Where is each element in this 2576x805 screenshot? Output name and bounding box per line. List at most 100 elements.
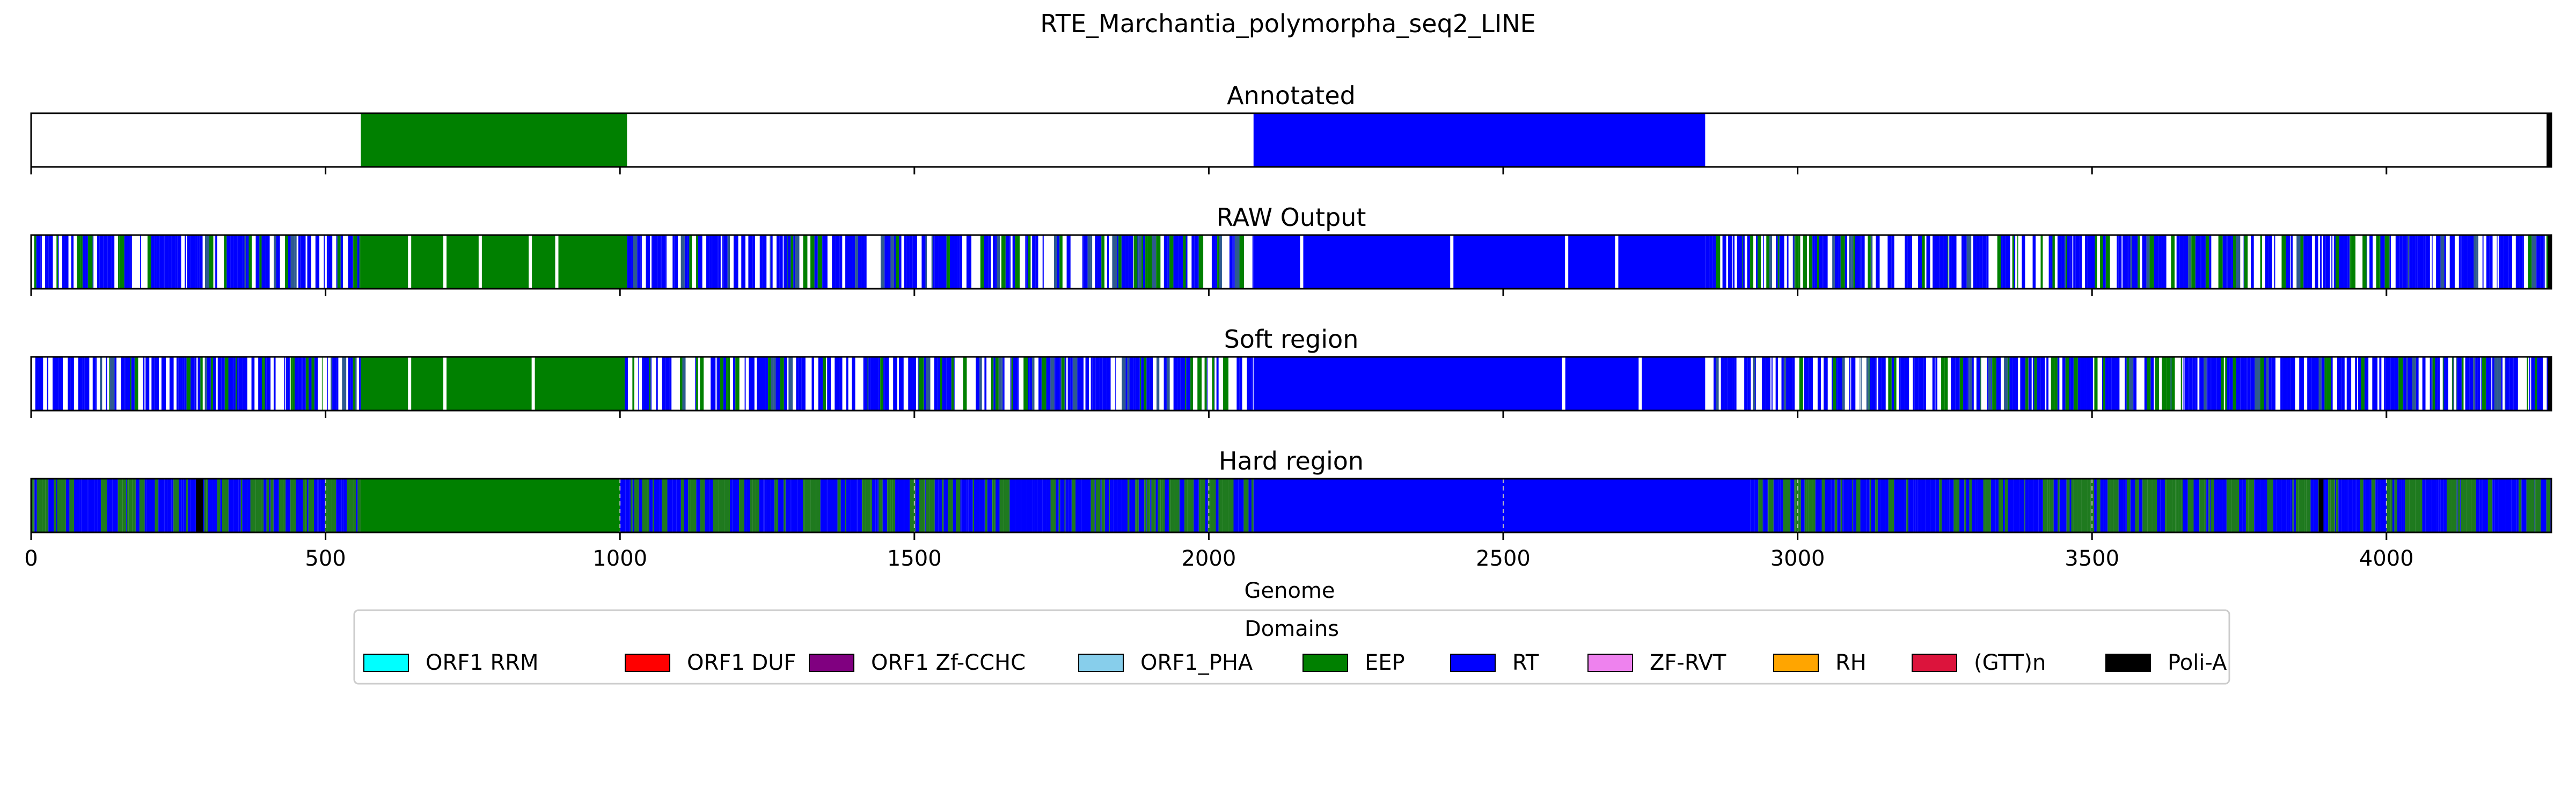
mixed-strip [1866,479,1870,532]
mixed-strip [2300,235,2304,289]
mixed-strip [879,479,883,532]
mixed-strip [667,235,669,289]
mixed-strip [186,357,187,411]
mixed-strip [991,479,992,532]
mixed-strip [2451,479,2457,532]
mixed-strip [2182,357,2183,411]
mixed-strip [292,357,295,411]
mixed-strip [2508,235,2513,289]
mixed-strip [1143,235,1146,289]
mixed-strip [286,357,288,411]
mixed-strip [93,235,97,289]
mixed-strip [2427,357,2430,411]
mixed-strip [1848,479,1853,532]
mixed-strip [1755,357,1759,411]
mixed-strip [309,357,312,411]
mixed-strip [154,357,157,411]
mixed-strip [1217,235,1219,289]
mixed-strip [2149,235,2154,289]
mixed-strip [832,235,836,289]
mixed-strip [2497,235,2499,289]
mixed-strip [343,479,347,532]
mixed-strip [284,235,288,289]
mixed-strip [1855,357,1860,411]
mixed-strip [1160,235,1164,289]
mixed-strip [1740,357,1745,411]
mixed-strip [2248,235,2251,289]
mixed-strip [2380,235,2385,289]
mixed-strip [2352,479,2355,532]
mixed-strip [1758,479,1763,532]
mixed-strip [939,479,940,532]
mixed-strip [911,479,916,532]
mixed-strip [2121,235,2123,289]
mixed-strip [1789,357,1792,411]
mixed-strip [2069,357,2071,411]
mixed-strip [803,479,804,532]
mixed-strip [2290,235,2291,289]
mixed-strip [1154,479,1156,532]
mixed-strip [784,357,787,411]
mixed-strip [195,235,197,289]
mixed-strip [2318,357,2322,411]
mixed-strip [2371,479,2376,532]
mixed-strip [2310,479,2314,532]
mixed-strip [1084,357,1086,411]
mixed-strip [180,357,183,411]
mixed-strip [1170,479,1175,532]
mixed-strip [878,357,881,411]
mixed-strip [2103,357,2104,411]
mixed-strip [796,357,799,411]
mixed-strip [2313,479,2319,532]
mixed-strip [2444,235,2445,289]
mixed-strip [963,357,967,411]
mixed-strip [2494,479,2499,532]
mixed-strip [308,479,314,532]
mixed-strip [2199,357,2204,411]
mixed-strip [1160,479,1162,532]
mixed-strip [940,479,942,532]
mixed-strip [2425,479,2428,532]
mixed-strip [1042,235,1044,289]
mixed-strip [1118,235,1122,289]
mixed-strip [251,357,255,411]
mixed-strip [2048,357,2051,411]
mixed-strip [2419,235,2424,289]
mixed-strip [995,235,997,289]
mixed-strip [1959,357,1964,411]
mixed-strip [48,235,53,289]
mixed-strip [2453,235,2455,289]
mixed-strip [2146,235,2150,289]
mixed-strip [730,479,733,532]
mixed-strip [2330,235,2332,289]
segment-rt [1253,479,1751,532]
mixed-strip [1145,235,1148,289]
mixed-strip [204,357,207,411]
mixed-strip [118,479,119,532]
mixed-strip [2172,479,2176,532]
mixed-strip [730,357,733,411]
legend-item-orf1-rrm: ORF1 RRM [363,650,539,675]
mixed-strip [2460,235,2462,289]
mixed-strip [682,357,686,411]
mixed-strip [2175,479,2177,532]
mixed-strip [248,235,252,289]
mixed-strip [733,235,738,289]
mixed-strip [726,357,728,411]
mixed-strip [2187,479,2194,532]
mixed-strip [238,357,243,411]
mixed-strip [81,479,87,532]
mixed-strip [711,357,715,411]
mixed-strip [172,235,175,289]
mixed-strip [903,357,909,411]
mixed-strip [2442,357,2444,411]
mixed-strip [2347,235,2350,289]
mixed-strip [1212,357,1214,411]
mixed-strip [1147,235,1152,289]
mixed-strip [1117,235,1119,289]
mixed-strip [69,479,74,532]
mixed-strip [57,479,62,532]
mixed-strip [1940,479,1942,532]
mixed-strip [1937,357,1942,411]
